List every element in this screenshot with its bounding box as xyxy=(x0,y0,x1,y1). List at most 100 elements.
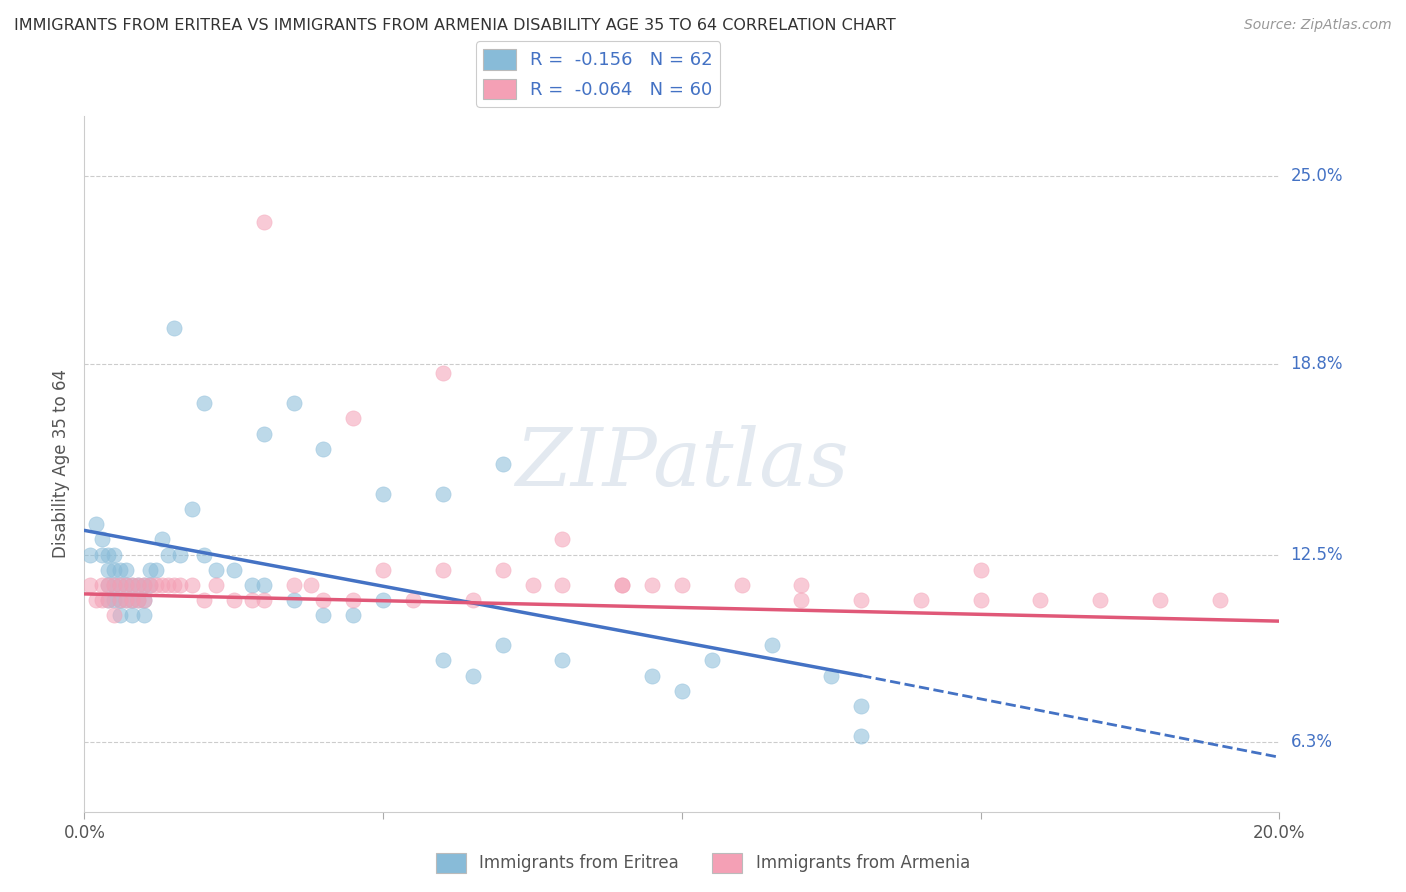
Text: 12.5%: 12.5% xyxy=(1291,546,1343,564)
Point xyxy=(169,578,191,592)
Text: 6.3%: 6.3% xyxy=(1291,733,1333,751)
Point xyxy=(150,533,173,547)
Point xyxy=(110,608,132,623)
Point xyxy=(121,578,143,592)
Point xyxy=(127,578,149,592)
Point xyxy=(121,608,143,623)
Point xyxy=(373,563,395,577)
Point xyxy=(132,593,156,607)
Point xyxy=(432,653,454,667)
Point xyxy=(373,487,395,501)
Point xyxy=(1149,593,1171,607)
Point xyxy=(432,487,454,501)
Point xyxy=(193,593,215,607)
Y-axis label: Disability Age 35 to 64: Disability Age 35 to 64 xyxy=(52,369,70,558)
Point xyxy=(1090,593,1112,607)
Point xyxy=(115,578,138,592)
Point xyxy=(551,533,574,547)
Text: ZIPatlas: ZIPatlas xyxy=(515,425,849,502)
Point xyxy=(641,668,664,682)
Point xyxy=(181,578,204,592)
Point xyxy=(97,578,120,592)
Point xyxy=(551,653,574,667)
Point xyxy=(970,563,993,577)
Point xyxy=(253,578,276,592)
Text: Source: ZipAtlas.com: Source: ZipAtlas.com xyxy=(1244,18,1392,32)
Point xyxy=(910,593,932,607)
Point xyxy=(193,396,215,410)
Point xyxy=(851,729,873,743)
Point xyxy=(283,396,305,410)
Point xyxy=(671,578,693,592)
Point xyxy=(181,502,204,516)
Point xyxy=(97,563,120,577)
Point xyxy=(492,638,515,652)
Point xyxy=(790,593,813,607)
Point xyxy=(145,563,167,577)
Point xyxy=(91,533,114,547)
Point xyxy=(132,608,156,623)
Point xyxy=(127,593,149,607)
Point xyxy=(110,593,132,607)
Text: IMMIGRANTS FROM ERITREA VS IMMIGRANTS FROM ARMENIA DISABILITY AGE 35 TO 64 CORRE: IMMIGRANTS FROM ERITREA VS IMMIGRANTS FR… xyxy=(14,18,896,33)
Point xyxy=(222,593,245,607)
Point xyxy=(641,578,664,592)
Point xyxy=(145,578,167,592)
Point xyxy=(110,593,132,607)
Point xyxy=(115,593,138,607)
Point xyxy=(91,548,114,562)
Point xyxy=(139,563,162,577)
Point xyxy=(1209,593,1232,607)
Point xyxy=(205,563,228,577)
Point xyxy=(551,578,574,592)
Point xyxy=(761,638,783,652)
Point xyxy=(851,593,873,607)
Point xyxy=(671,683,693,698)
Point xyxy=(103,578,125,592)
Point xyxy=(91,578,114,592)
Point xyxy=(132,578,156,592)
Point xyxy=(127,593,149,607)
Point xyxy=(103,593,125,607)
Point xyxy=(115,593,138,607)
Point xyxy=(205,578,228,592)
Point xyxy=(283,578,305,592)
Point xyxy=(110,578,132,592)
Point xyxy=(432,563,454,577)
Point xyxy=(253,593,276,607)
Point xyxy=(790,578,813,592)
Text: 25.0%: 25.0% xyxy=(1291,168,1343,186)
Point xyxy=(86,517,108,532)
Legend: R =  -0.156   N = 62, R =  -0.064   N = 60: R = -0.156 N = 62, R = -0.064 N = 60 xyxy=(477,42,720,107)
Point xyxy=(86,593,108,607)
Point xyxy=(79,548,101,562)
Point xyxy=(820,668,842,682)
Point xyxy=(522,578,544,592)
Point xyxy=(157,548,180,562)
Point xyxy=(492,563,515,577)
Point xyxy=(103,563,125,577)
Point xyxy=(97,593,120,607)
Point xyxy=(115,578,138,592)
Point xyxy=(312,442,335,456)
Point xyxy=(731,578,754,592)
Point xyxy=(253,215,276,229)
Point xyxy=(240,593,263,607)
Point xyxy=(139,578,162,592)
Point xyxy=(492,457,515,471)
Point xyxy=(97,548,120,562)
Point xyxy=(139,578,162,592)
Point xyxy=(163,578,186,592)
Point xyxy=(301,578,323,592)
Point xyxy=(163,320,186,334)
Point xyxy=(132,578,156,592)
Point xyxy=(342,411,364,425)
Point xyxy=(121,578,143,592)
Point xyxy=(97,593,120,607)
Point xyxy=(169,548,191,562)
Point xyxy=(157,578,180,592)
Text: 18.8%: 18.8% xyxy=(1291,355,1343,373)
Point xyxy=(103,548,125,562)
Point xyxy=(1029,593,1052,607)
Point xyxy=(121,593,143,607)
